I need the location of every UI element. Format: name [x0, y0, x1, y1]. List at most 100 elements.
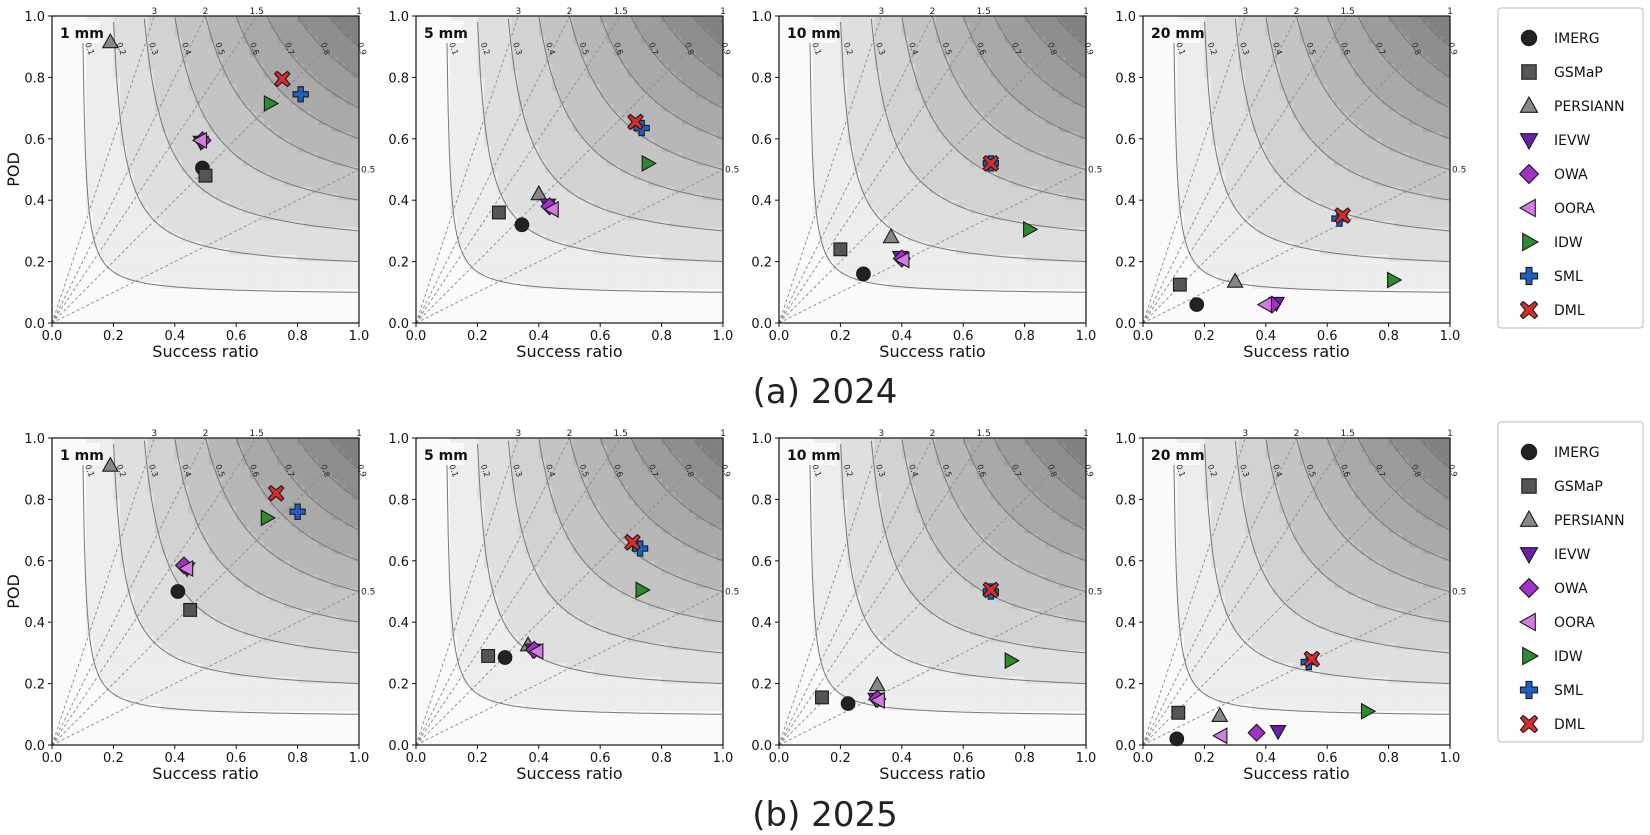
y-tick-label: 0.6	[388, 555, 409, 570]
legend-label-gsmap: GSMaP	[1554, 65, 1603, 81]
y-tick-label: 0.8	[1115, 493, 1136, 508]
x-tick-label: 1.0	[349, 329, 370, 344]
y-tick-label: 0.8	[24, 71, 45, 86]
y-tick-label: 0.2	[751, 678, 772, 693]
x-axis-label: Success ratio	[1243, 764, 1349, 783]
x-axis-label: Success ratio	[152, 764, 258, 783]
y-tick-label: 0.0	[388, 317, 409, 332]
bias-label-0.5: 0.5	[1088, 166, 1102, 176]
y-tick-label: 0.6	[751, 555, 772, 570]
legend-label-sml: SML	[1554, 269, 1583, 285]
y-tick-label: 0.0	[751, 739, 772, 754]
y-tick-label: 0.6	[24, 555, 45, 570]
bias-label-0.5: 0.5	[1452, 588, 1466, 598]
legend-label-ievw: IEVW	[1554, 547, 1591, 563]
x-tick-label: 0.2	[830, 329, 851, 344]
x-axis-label: Success ratio	[1243, 342, 1349, 361]
y-tick-label: 0.8	[24, 493, 45, 508]
y-tick-label: 1.0	[388, 10, 409, 25]
y-tick-label: 0.2	[751, 256, 772, 271]
y-tick-label: 0.0	[388, 739, 409, 754]
point-imerg	[1170, 732, 1184, 746]
x-tick-label: 0.8	[287, 751, 308, 766]
x-tick-label: 0.8	[1378, 751, 1399, 766]
y-tick-label: 0.4	[388, 616, 409, 631]
x-tick-label: 0.8	[651, 329, 672, 344]
y-tick-label: 0.0	[24, 317, 45, 332]
legend-marker-imerg	[1521, 444, 1536, 459]
legend-label-gsmap: GSMaP	[1554, 479, 1603, 495]
caption-2024: (a) 2024	[625, 372, 1025, 412]
y-tick-label: 0.6	[751, 133, 772, 148]
x-tick-label: 1.0	[1076, 751, 1097, 766]
y-tick-label: 0.0	[24, 739, 45, 754]
legend-label-oora: OORA	[1554, 201, 1595, 217]
point-gsmap	[199, 169, 212, 182]
y-tick-label: 0.4	[1115, 194, 1136, 209]
x-tick-label: 0.2	[467, 751, 488, 766]
y-tick-label: 0.0	[751, 317, 772, 332]
legend-label-owa: OWA	[1554, 167, 1588, 183]
y-tick-label: 0.4	[751, 194, 772, 209]
bias-label-0.5: 0.5	[725, 166, 739, 176]
legend-marker-gsmap	[1522, 65, 1536, 79]
y-tick-label: 0.2	[24, 678, 45, 693]
x-tick-label: 1.0	[349, 751, 370, 766]
legend-label-imerg: IMERG	[1554, 31, 1600, 47]
x-tick-label: 1.0	[713, 751, 734, 766]
x-axis-label: Success ratio	[152, 342, 258, 361]
point-gsmap	[482, 650, 495, 663]
x-axis-label: Success ratio	[879, 764, 985, 783]
legend-label-dml: DML	[1554, 717, 1585, 733]
y-tick-label: 0.4	[24, 194, 45, 209]
bias-label-0.5: 0.5	[361, 588, 375, 598]
legend-label-owa: OWA	[1554, 581, 1588, 597]
x-tick-label: 1.0	[1076, 329, 1097, 344]
y-axis-label: POD	[4, 152, 23, 187]
y-tick-label: 0.8	[388, 71, 409, 86]
bias-label-0.5: 0.5	[361, 166, 375, 176]
point-imerg	[1190, 298, 1204, 312]
x-tick-label: 0.2	[830, 751, 851, 766]
threshold-label: 1 mm	[60, 26, 104, 42]
y-tick-label: 0.6	[388, 133, 409, 148]
threshold-label: 20 mm	[1151, 26, 1205, 42]
point-gsmap	[492, 206, 505, 219]
threshold-label: 10 mm	[787, 448, 841, 464]
x-axis-label: Success ratio	[879, 342, 985, 361]
point-gsmap	[184, 604, 197, 617]
bias-label-0.5: 0.5	[1088, 588, 1102, 598]
x-tick-label: 0.8	[1378, 329, 1399, 344]
x-axis-label: Success ratio	[516, 764, 622, 783]
y-tick-label: 1.0	[1115, 432, 1136, 447]
y-tick-label: 0.2	[388, 678, 409, 693]
y-tick-label: 1.0	[24, 10, 45, 25]
bias-label-0.5: 0.5	[1452, 166, 1466, 176]
x-tick-label: 0.8	[1014, 751, 1035, 766]
bias-label-0.5: 0.5	[725, 588, 739, 598]
legend-label-imerg: IMERG	[1554, 445, 1600, 461]
y-tick-label: 0.2	[24, 256, 45, 271]
y-tick-label: 0.4	[1115, 616, 1136, 631]
x-tick-label: 0.2	[467, 329, 488, 344]
point-imerg	[498, 651, 512, 665]
x-tick-label: 1.0	[713, 329, 734, 344]
point-imerg	[515, 218, 529, 232]
y-tick-label: 0.0	[1115, 317, 1136, 332]
y-axis-label: POD	[4, 574, 23, 609]
point-gsmap	[816, 691, 829, 704]
y-tick-label: 0.8	[751, 493, 772, 508]
legend-label-persiann: PERSIANN	[1554, 99, 1625, 115]
point-gsmap	[1173, 278, 1186, 291]
legend-label-persiann: PERSIANN	[1554, 513, 1625, 529]
y-tick-label: 0.0	[1115, 739, 1136, 754]
threshold-label: 5 mm	[424, 448, 468, 464]
